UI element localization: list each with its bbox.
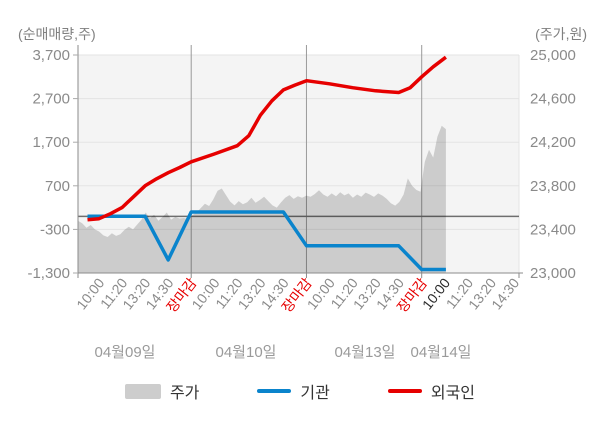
institution-line [87,210,446,272]
left-axis-tick-label: 700 [45,178,70,195]
price-area [78,125,446,273]
legend-item-institution: 기관 [257,379,330,403]
legend-item-foreigner: 외국인 [387,379,476,403]
left-axis-tick-label: 2,700 [32,91,70,108]
left-axis-title: (순매매량,주) [18,26,96,42]
legend-item-price: 주가 [124,379,200,403]
date-label: 04월10일 [216,344,277,361]
date-label: 04월14일 [411,344,472,361]
left-axis-tick-label: -300 [40,221,70,238]
left-axis-tick-label: 3,700 [32,47,70,64]
right-axis-tick-label: 25,000 [530,47,576,64]
legend-label-price: 주가 [169,385,200,402]
chart-legend: 주가 기관 외국인 [0,374,600,408]
legend-label-foreigner: 외국인 [430,385,476,402]
right-axis-tick-label: 23,800 [530,178,576,195]
plot-area: 3,700 25,000 2,700 24,600 1,700 24,200 700 23,8… [27,45,576,361]
right-axis-tick-label: 23,000 [530,265,576,282]
right-axis-tick-label: 24,200 [530,134,576,151]
price-area-swatch [124,383,161,399]
foreigner-line-swatch [387,389,422,393]
date-label: 04월09일 [95,344,156,361]
right-axis-tick-label: 23,400 [530,221,576,238]
date-label: 04월13일 [335,344,396,361]
right-axis-tick-label: 24,600 [530,91,576,108]
right-axis-title: (주가,원) [535,26,587,42]
institution-line-swatch [257,389,292,393]
legend-label-institution: 기관 [300,385,330,402]
left-axis-tick-label: 1,700 [32,134,70,151]
left-axis-tick-label: -1,300 [27,265,70,282]
foreigner-line [87,55,447,222]
